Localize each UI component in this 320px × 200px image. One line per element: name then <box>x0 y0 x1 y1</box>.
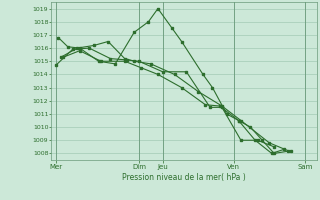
X-axis label: Pression niveau de la mer( hPa ): Pression niveau de la mer( hPa ) <box>122 173 246 182</box>
